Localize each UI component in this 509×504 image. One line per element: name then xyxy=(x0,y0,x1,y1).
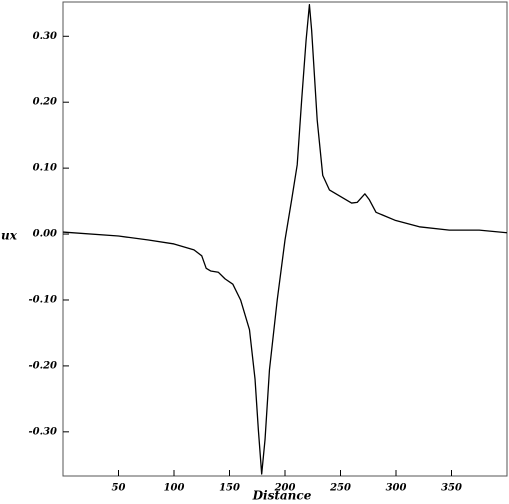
data-line xyxy=(62,3,508,475)
y-tick-label: -0.30 xyxy=(28,426,57,437)
x-tick-label: 200 xyxy=(274,483,296,494)
y-tick-label: 0.30 xyxy=(33,31,57,42)
x-tick-label: 50 xyxy=(112,483,126,494)
x-tick-label: 350 xyxy=(441,483,462,494)
x-tick-label: 150 xyxy=(219,483,240,494)
y-tick-label: 0.20 xyxy=(33,97,57,108)
x-tick-label: 100 xyxy=(164,483,185,494)
x-tick-label: 300 xyxy=(386,483,407,494)
y-tick-label: -0.20 xyxy=(28,360,57,371)
y-tick-label: 0.10 xyxy=(33,163,57,174)
y-axis-title: ux xyxy=(1,229,18,243)
y-tick-label: -0.10 xyxy=(28,294,57,305)
x-axis-title: Distance xyxy=(252,489,312,503)
x-tick-label: 250 xyxy=(329,483,351,494)
y-tick-label: 0.00 xyxy=(33,229,57,240)
